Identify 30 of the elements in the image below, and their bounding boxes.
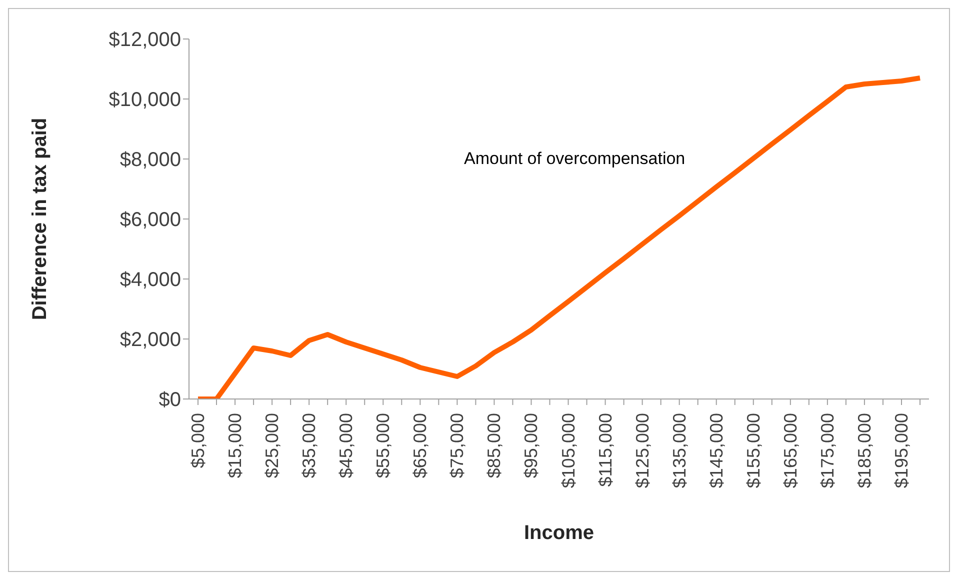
y-tick-label: $2,000 bbox=[120, 329, 181, 352]
x-tick-label: $35,000 bbox=[299, 413, 320, 478]
x-tick-label: $85,000 bbox=[484, 413, 504, 478]
x-tick-label: $165,000 bbox=[780, 413, 800, 488]
y-axis-title: Difference in tax paid bbox=[29, 118, 52, 320]
x-tick-label: $125,000 bbox=[632, 413, 652, 488]
x-tick-label: $105,000 bbox=[558, 413, 578, 488]
y-tick-label: $10,000 bbox=[108, 89, 181, 112]
x-tick-label: $25,000 bbox=[262, 413, 282, 478]
x-tick-label: $145,000 bbox=[706, 413, 726, 488]
annotation: Amount of overcompensation bbox=[464, 149, 686, 169]
y-tick-label: $0 bbox=[158, 389, 181, 412]
x-tick-label: $195,000 bbox=[891, 413, 912, 488]
x-tick-label: $155,000 bbox=[743, 413, 764, 488]
y-tick-label: $8,000 bbox=[120, 149, 181, 172]
x-tick-label: $135,000 bbox=[669, 413, 690, 488]
y-tick-label: $4,000 bbox=[120, 269, 181, 292]
y-tick-label: $6,000 bbox=[120, 209, 181, 232]
x-tick-label: $5,000 bbox=[188, 413, 208, 468]
x-tick-label: $55,000 bbox=[373, 413, 394, 478]
x-tick-label: $175,000 bbox=[817, 413, 838, 488]
x-tick-label: $75,000 bbox=[447, 413, 468, 478]
x-tick-label: $185,000 bbox=[854, 413, 874, 488]
x-tick-label: $45,000 bbox=[336, 413, 356, 478]
x-tick-label: $65,000 bbox=[410, 413, 430, 478]
y-tick-label: $12,000 bbox=[108, 29, 181, 52]
x-axis-title: Income bbox=[524, 522, 594, 544]
x-tick-label: $15,000 bbox=[225, 413, 246, 478]
x-tick-label: $115,000 bbox=[595, 413, 616, 487]
x-tick-label: $95,000 bbox=[521, 413, 542, 478]
